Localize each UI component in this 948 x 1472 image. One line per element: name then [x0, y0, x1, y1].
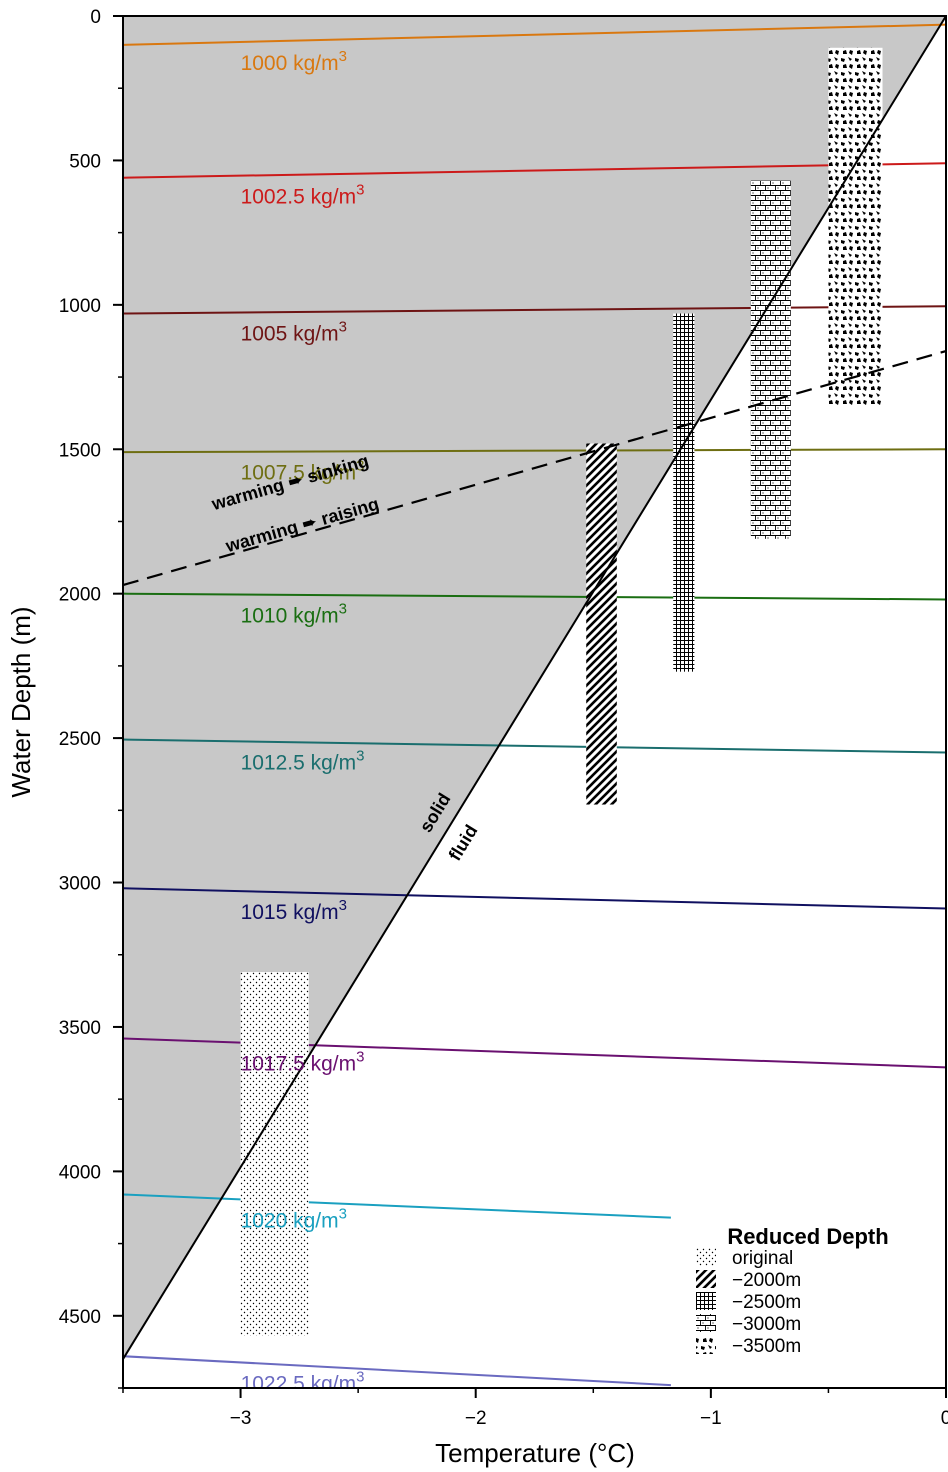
- isopycnal-label-1007-5-kg-m: 1007.5 kg/m3: [241, 458, 365, 485]
- y-tick-label: 3000: [59, 874, 101, 895]
- y-tick-label: 4000: [59, 1162, 101, 1183]
- legend-swatch-3500m: [696, 1336, 716, 1354]
- y-axis-title: Water Depth (m): [6, 606, 36, 797]
- x-tick-label: 0: [941, 1408, 948, 1429]
- isopycnal-label-1017-5-kg-m: 1017.5 kg/m3: [241, 1049, 365, 1076]
- y-tick-label: 1500: [59, 440, 101, 461]
- legend-swatch-2000m: [696, 1270, 716, 1288]
- isopycnal-label-1005-kg-m: 1005 kg/m3: [241, 318, 347, 345]
- buoyancy-boundary-line: [123, 349, 946, 587]
- legend-label-2000m: −2000m: [732, 1270, 801, 1291]
- y-tick-label: 0: [90, 7, 101, 28]
- isopycnal-line-1007-5-kg-m: [123, 448, 946, 454]
- isopycnal-line-1005-kg-m: [123, 305, 946, 315]
- isopycnal-label-1002-5-kg-m: 1002.5 kg/m3: [241, 182, 365, 209]
- isopycnal-label-1020-kg-m: 1020 kg/m3: [241, 1205, 347, 1232]
- plot-frame: [122, 15, 947, 1389]
- isopycnal-line-1020-kg-m: [123, 1193, 671, 1219]
- x-tick-label: −1: [700, 1408, 722, 1429]
- x-axis-title: Temperature (°C): [435, 1438, 635, 1468]
- y-tick-label: 3500: [59, 1018, 101, 1039]
- isopycnal-label-1022-5-kg-m: 1022.5 kg/m3: [241, 1368, 365, 1395]
- y-tick-label: 500: [69, 151, 101, 172]
- isopycnal-line-1002-5-kg-m: [123, 162, 946, 179]
- range-bar-original: [240, 972, 309, 1337]
- legend-title: Reduced Depth: [727, 1224, 888, 1249]
- legend-label-3500m: −3500m: [732, 1336, 801, 1357]
- legend-swatch-original: [696, 1248, 716, 1266]
- isopycnal-line-1000-kg-m: [123, 23, 946, 46]
- isopycnal-label-1012-5-kg-m: 1012.5 kg/m3: [241, 747, 365, 774]
- phase-boundary-line: [123, 16, 946, 1360]
- legend-label-2500m: −2500m: [732, 1292, 801, 1313]
- isopycnal-line-1010-kg-m: [123, 592, 946, 601]
- x-tick-label: −2: [465, 1408, 487, 1429]
- isopycnal-line-1015-kg-m: [123, 887, 946, 910]
- y-tick-label: 2000: [59, 585, 101, 606]
- range-bar-2500m: [673, 313, 695, 672]
- isopycnal-label-1010-kg-m: 1010 kg/m3: [241, 601, 347, 628]
- legend-label-3000m: −3000m: [732, 1314, 801, 1335]
- legend-swatch-3000m: [696, 1314, 716, 1332]
- isopycnal-line-1012-5-kg-m: [123, 738, 946, 754]
- range-bar-3500m: [828, 47, 883, 406]
- range-bar-2000m: [586, 443, 617, 805]
- isopycnal-line-1022-5-kg-m: [123, 1355, 671, 1387]
- isopycnal-label-1015-kg-m: 1015 kg/m3: [241, 897, 347, 924]
- legend-swatch-2500m: [696, 1292, 716, 1310]
- isopycnal-label-1000-kg-m: 1000 kg/m3: [241, 48, 347, 75]
- legend: Reduced Depth original−2000m−2500m−3000m…: [696, 1224, 889, 1357]
- x-tick-label: −3: [230, 1408, 252, 1429]
- y-tick-label: 2500: [59, 729, 101, 750]
- range-bar-3000m: [750, 180, 791, 539]
- phase-label-fluid: fluid: [445, 821, 482, 864]
- legend-label-original: original: [732, 1248, 793, 1269]
- y-tick-label: 1000: [59, 296, 101, 317]
- y-tick-label: 4500: [59, 1307, 101, 1328]
